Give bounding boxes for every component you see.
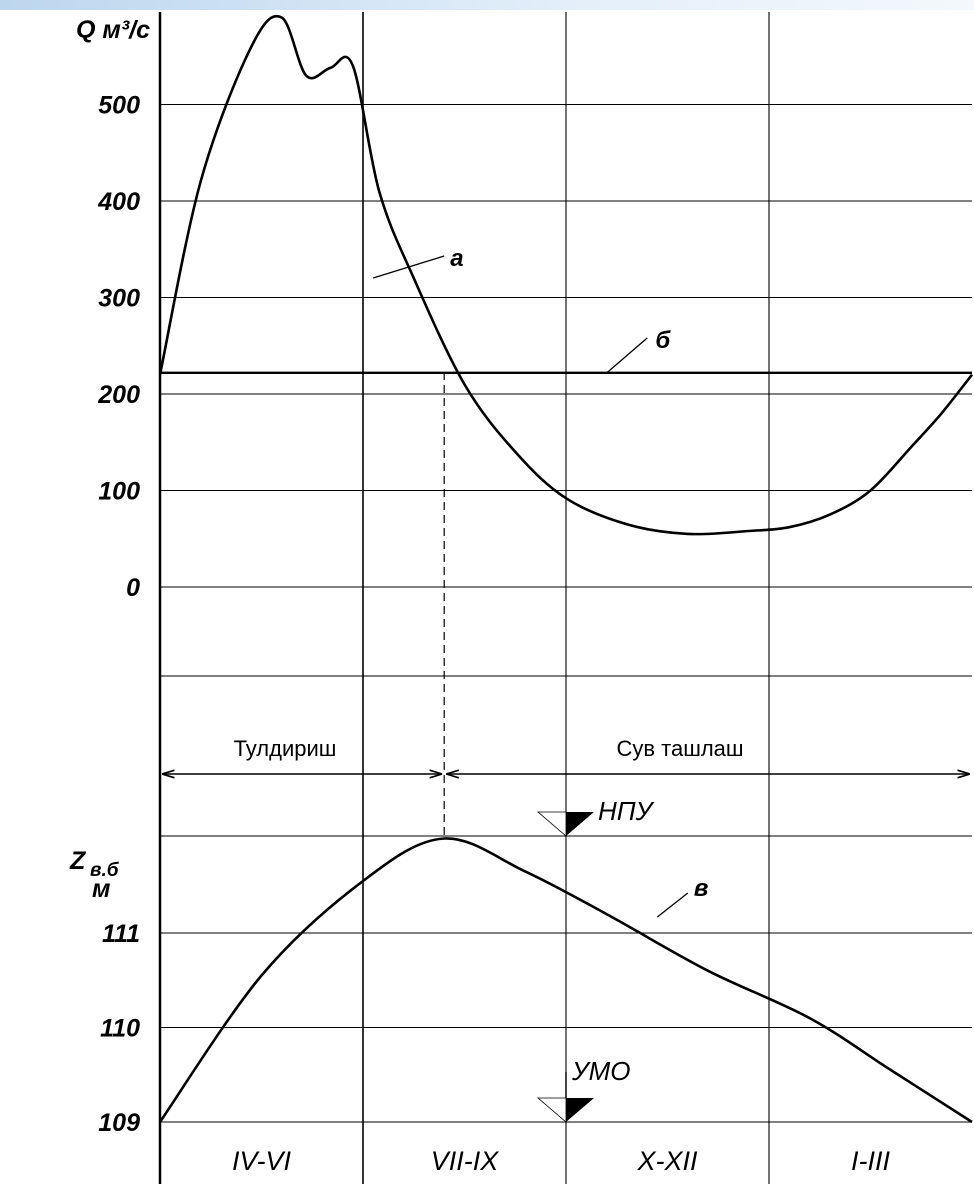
y-tick-label: 200 xyxy=(97,381,140,409)
series-a-label: а xyxy=(450,245,463,272)
y-axis-title-subscript: в.б xyxy=(90,860,120,881)
level-marker-label: НПУ xyxy=(598,796,655,826)
level-marker-filled-triangle xyxy=(566,812,594,836)
phase-label: Тулдириш xyxy=(234,736,337,761)
y-tick-label: 110 xyxy=(100,1015,140,1043)
x-period-label: I-III xyxy=(851,1146,890,1176)
x-period-label: VII-IX xyxy=(431,1146,500,1176)
y-axis-title-symbol: Z xyxy=(69,847,87,875)
series-a-line xyxy=(158,14,974,536)
y-tick-label: 0 xyxy=(126,574,140,602)
level-marker-open-triangle xyxy=(536,1097,567,1123)
y-tick-label: 100 xyxy=(98,478,140,506)
level-marker-label: УМО xyxy=(571,1056,631,1086)
series-v-leader xyxy=(656,892,689,918)
y-tick-label: 300 xyxy=(98,285,140,313)
y-tick-label: 500 xyxy=(98,92,140,120)
phase-label: Сув ташлаш xyxy=(616,736,743,761)
y-tick-label: 109 xyxy=(98,1109,140,1137)
level-marker-filled-triangle xyxy=(566,1098,594,1122)
series-v-line xyxy=(158,837,973,1124)
series-b-label: б xyxy=(655,327,671,354)
y-tick-label: 400 xyxy=(97,188,140,216)
y-axis-title: Q м³/с xyxy=(76,16,150,44)
level-marker-open-triangle xyxy=(536,811,567,837)
series-b-leader xyxy=(606,337,648,374)
y-tick-label: 111 xyxy=(102,920,140,948)
y-axis-title-unit: м xyxy=(92,875,111,903)
x-period-label: IV-VI xyxy=(232,1146,292,1176)
window-top-strip xyxy=(0,0,974,10)
x-period-label: X-XII xyxy=(636,1146,698,1176)
series-v-label: в xyxy=(694,875,709,902)
series-a-leader xyxy=(372,255,445,279)
